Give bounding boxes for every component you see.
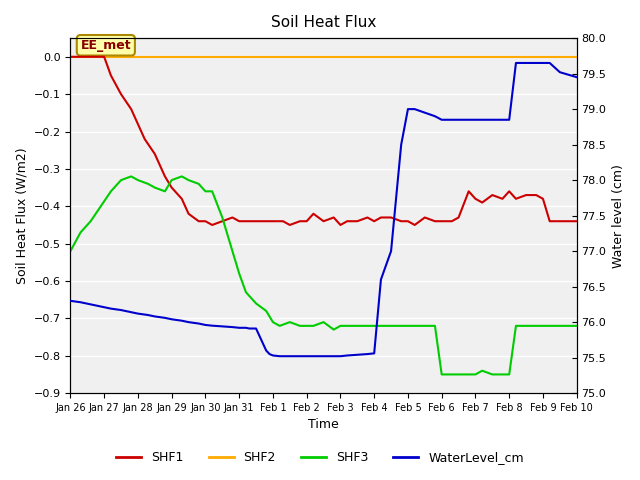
Title: Soil Heat Flux: Soil Heat Flux — [271, 15, 376, 30]
Y-axis label: Soil Heat Flux (W/m2): Soil Heat Flux (W/m2) — [15, 147, 28, 284]
X-axis label: Time: Time — [308, 419, 339, 432]
Y-axis label: Water level (cm): Water level (cm) — [612, 164, 625, 267]
Legend: SHF1, SHF2, SHF3, WaterLevel_cm: SHF1, SHF2, SHF3, WaterLevel_cm — [111, 446, 529, 469]
Text: EE_met: EE_met — [81, 39, 131, 52]
